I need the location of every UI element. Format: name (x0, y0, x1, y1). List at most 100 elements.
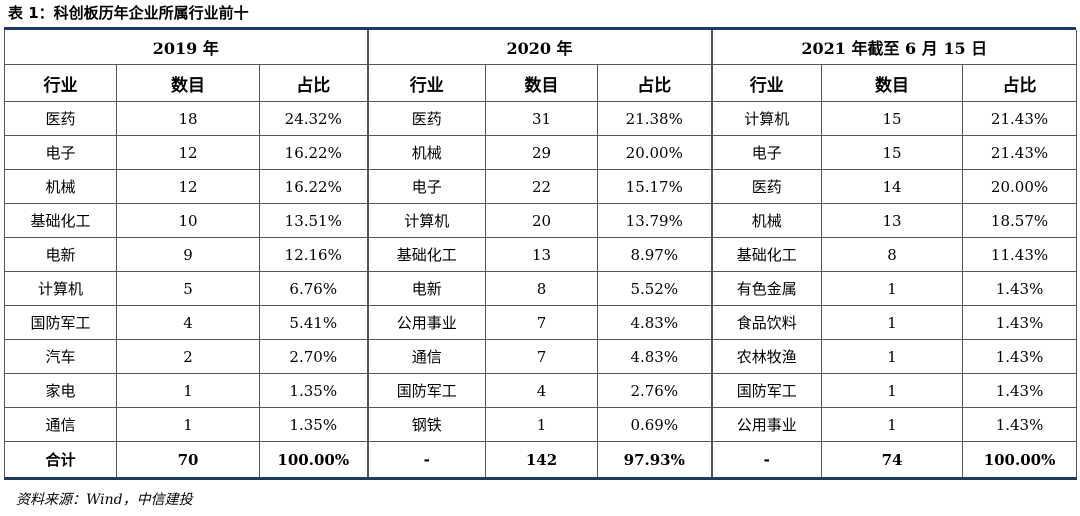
count-cell: 20 (485, 203, 599, 238)
table-row: 计算机 5 6.76% 电新 8 5.52% 有色金属 1 1.43% (4, 271, 1078, 306)
count-cell: 7 (485, 305, 599, 340)
count-cell: 9 (116, 237, 260, 272)
industry-cell: 机械 (710, 203, 823, 238)
industry-cell: 通信 (4, 407, 117, 442)
share-cell: 21.43% (962, 135, 1078, 170)
share-cell: 8.97% (597, 237, 713, 272)
table-row: 基础化工 10 13.51% 计算机 20 13.79% 机械 13 18.57% (4, 203, 1078, 238)
industry-cell: 国防军工 (710, 373, 823, 408)
industry-cell: 基础化工 (710, 237, 823, 272)
count-cell: 13 (821, 203, 964, 238)
count-cell: 13 (485, 237, 599, 272)
count-cell: 1 (116, 407, 260, 442)
industry-cell: 计算机 (366, 203, 487, 238)
share-cell: 13.79% (597, 203, 713, 238)
industry-cell: 汽车 (4, 339, 117, 374)
industry-cell: 机械 (366, 135, 487, 170)
share-cell: 1.43% (962, 305, 1078, 340)
count-cell: 8 (485, 271, 599, 306)
count-cell: 1 (821, 339, 964, 374)
count-cell: 22 (485, 169, 599, 204)
source-note: 资料来源：Wind，中信建投 (16, 492, 193, 508)
count-cell: 12 (116, 135, 260, 170)
share-cell: 1.43% (962, 271, 1078, 306)
count-cell: 12 (116, 169, 260, 204)
share-cell: 1.43% (962, 373, 1078, 408)
share-cell: 18.57% (962, 203, 1078, 238)
share-cell: 21.38% (597, 101, 713, 136)
column-header-count: 数目 (821, 64, 964, 102)
share-cell: 12.16% (258, 237, 369, 272)
count-cell: 1 (821, 305, 964, 340)
column-header-count: 数目 (116, 64, 260, 102)
group-header-2020: 2020 年 (366, 30, 713, 65)
share-cell: 2.70% (258, 339, 369, 374)
table-row: 电新 9 12.16% 基础化工 13 8.97% 基础化工 8 11.43% (4, 237, 1078, 272)
share-cell: 21.43% (962, 101, 1078, 136)
column-header-share: 占比 (258, 64, 369, 102)
column-header-industry: 行业 (710, 64, 823, 102)
column-header-industry: 行业 (366, 64, 487, 102)
share-cell: 4.83% (597, 305, 713, 340)
count-cell: 1 (485, 407, 599, 442)
table-row: 机械 12 16.22% 电子 22 15.17% 医药 14 20.00% (4, 169, 1078, 204)
share-cell: 100.00% (962, 441, 1078, 480)
industry-cell: 计算机 (710, 101, 823, 136)
industry-cell: 国防军工 (4, 305, 117, 340)
count-cell: 4 (485, 373, 599, 408)
industry-cell: 电新 (366, 271, 487, 306)
industry-cell: 基础化工 (366, 237, 487, 272)
column-header-share: 占比 (962, 64, 1078, 102)
table-row: 电子 12 16.22% 机械 29 20.00% 电子 15 21.43% (4, 135, 1078, 170)
industry-cell: - (710, 441, 823, 480)
share-cell: 24.32% (258, 101, 369, 136)
share-cell: 1.35% (258, 407, 369, 442)
count-cell: 15 (821, 101, 964, 136)
share-cell: 100.00% (258, 441, 369, 480)
industry-cell: 有色金属 (710, 271, 823, 306)
share-cell: 13.51% (258, 203, 369, 238)
table-title: 表 1：科创板历年企业所属行业前十 (8, 4, 249, 22)
industry-cell: 公用事业 (710, 407, 823, 442)
count-cell: 142 (485, 441, 599, 480)
industry-cell: 机械 (4, 169, 117, 204)
share-cell: 1.35% (258, 373, 369, 408)
count-cell: 18 (116, 101, 260, 136)
column-header-count: 数目 (485, 64, 599, 102)
count-cell: 10 (116, 203, 260, 238)
industry-cell: 家电 (4, 373, 117, 408)
count-cell: 7 (485, 339, 599, 374)
count-cell: 4 (116, 305, 260, 340)
share-cell: 16.22% (258, 169, 369, 204)
share-cell: 2.76% (597, 373, 713, 408)
count-cell: 5 (116, 271, 260, 306)
share-cell: 20.00% (597, 135, 713, 170)
industry-cell: 基础化工 (4, 203, 117, 238)
table-row: 国防军工 4 5.41% 公用事业 7 4.83% 食品饮料 1 1.43% (4, 305, 1078, 340)
share-cell: 20.00% (962, 169, 1078, 204)
column-header-industry: 行业 (4, 64, 117, 102)
share-cell: 97.93% (597, 441, 713, 480)
total-row: 合计 70 100.00% -142 97.93% -74 100.00% (4, 441, 1078, 480)
share-cell: 15.17% (597, 169, 713, 204)
share-cell: 4.83% (597, 339, 713, 374)
column-header-share: 占比 (597, 64, 713, 102)
table-row: 医药 18 24.32% 医药 31 21.38% 计算机 15 21.43% (4, 101, 1078, 136)
industry-cell: 公用事业 (366, 305, 487, 340)
count-cell: 1 (821, 271, 964, 306)
share-cell: 1.43% (962, 339, 1078, 374)
count-cell: 74 (821, 441, 964, 480)
industry-cell: 通信 (366, 339, 487, 374)
share-cell: 0.69% (597, 407, 713, 442)
industry-cell: 电新 (4, 237, 117, 272)
industry-cell: 医药 (710, 169, 823, 204)
share-cell: 11.43% (962, 237, 1078, 272)
industry-cell: 国防军工 (366, 373, 487, 408)
industry-cell: 电子 (4, 135, 117, 170)
top-rule (4, 27, 1076, 30)
count-cell: 14 (821, 169, 964, 204)
share-cell: 16.22% (258, 135, 369, 170)
share-cell: 5.41% (258, 305, 369, 340)
industry-cell: 医药 (4, 101, 117, 136)
industry-cell: 医药 (366, 101, 487, 136)
